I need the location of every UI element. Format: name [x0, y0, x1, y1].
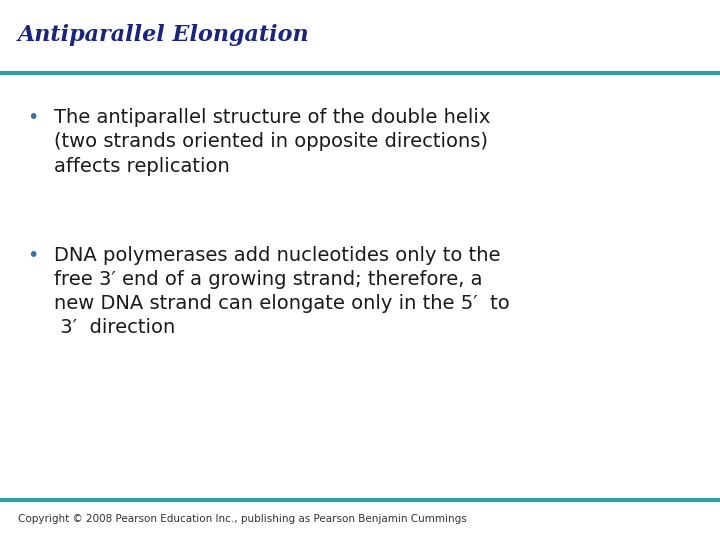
Text: The antiparallel structure of the double helix
(two strands oriented in opposite: The antiparallel structure of the double… — [54, 108, 490, 176]
Text: •: • — [27, 108, 39, 127]
Text: Antiparallel Elongation: Antiparallel Elongation — [18, 24, 310, 46]
Text: DNA polymerases add nucleotides only to the
free 3′ end of a growing strand; the: DNA polymerases add nucleotides only to … — [54, 246, 510, 338]
Text: •: • — [27, 246, 39, 265]
Text: Copyright © 2008 Pearson Education Inc., publishing as Pearson Benjamin Cummings: Copyright © 2008 Pearson Education Inc.,… — [18, 514, 467, 524]
